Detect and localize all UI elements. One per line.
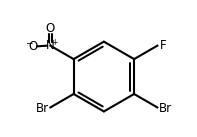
Text: −: − bbox=[25, 38, 32, 47]
Text: Br: Br bbox=[159, 102, 172, 115]
Text: O: O bbox=[28, 40, 38, 53]
Text: F: F bbox=[160, 38, 166, 52]
Text: +: + bbox=[51, 38, 58, 47]
Text: Br: Br bbox=[35, 102, 49, 115]
Text: O: O bbox=[46, 22, 55, 35]
Text: N: N bbox=[46, 39, 55, 52]
